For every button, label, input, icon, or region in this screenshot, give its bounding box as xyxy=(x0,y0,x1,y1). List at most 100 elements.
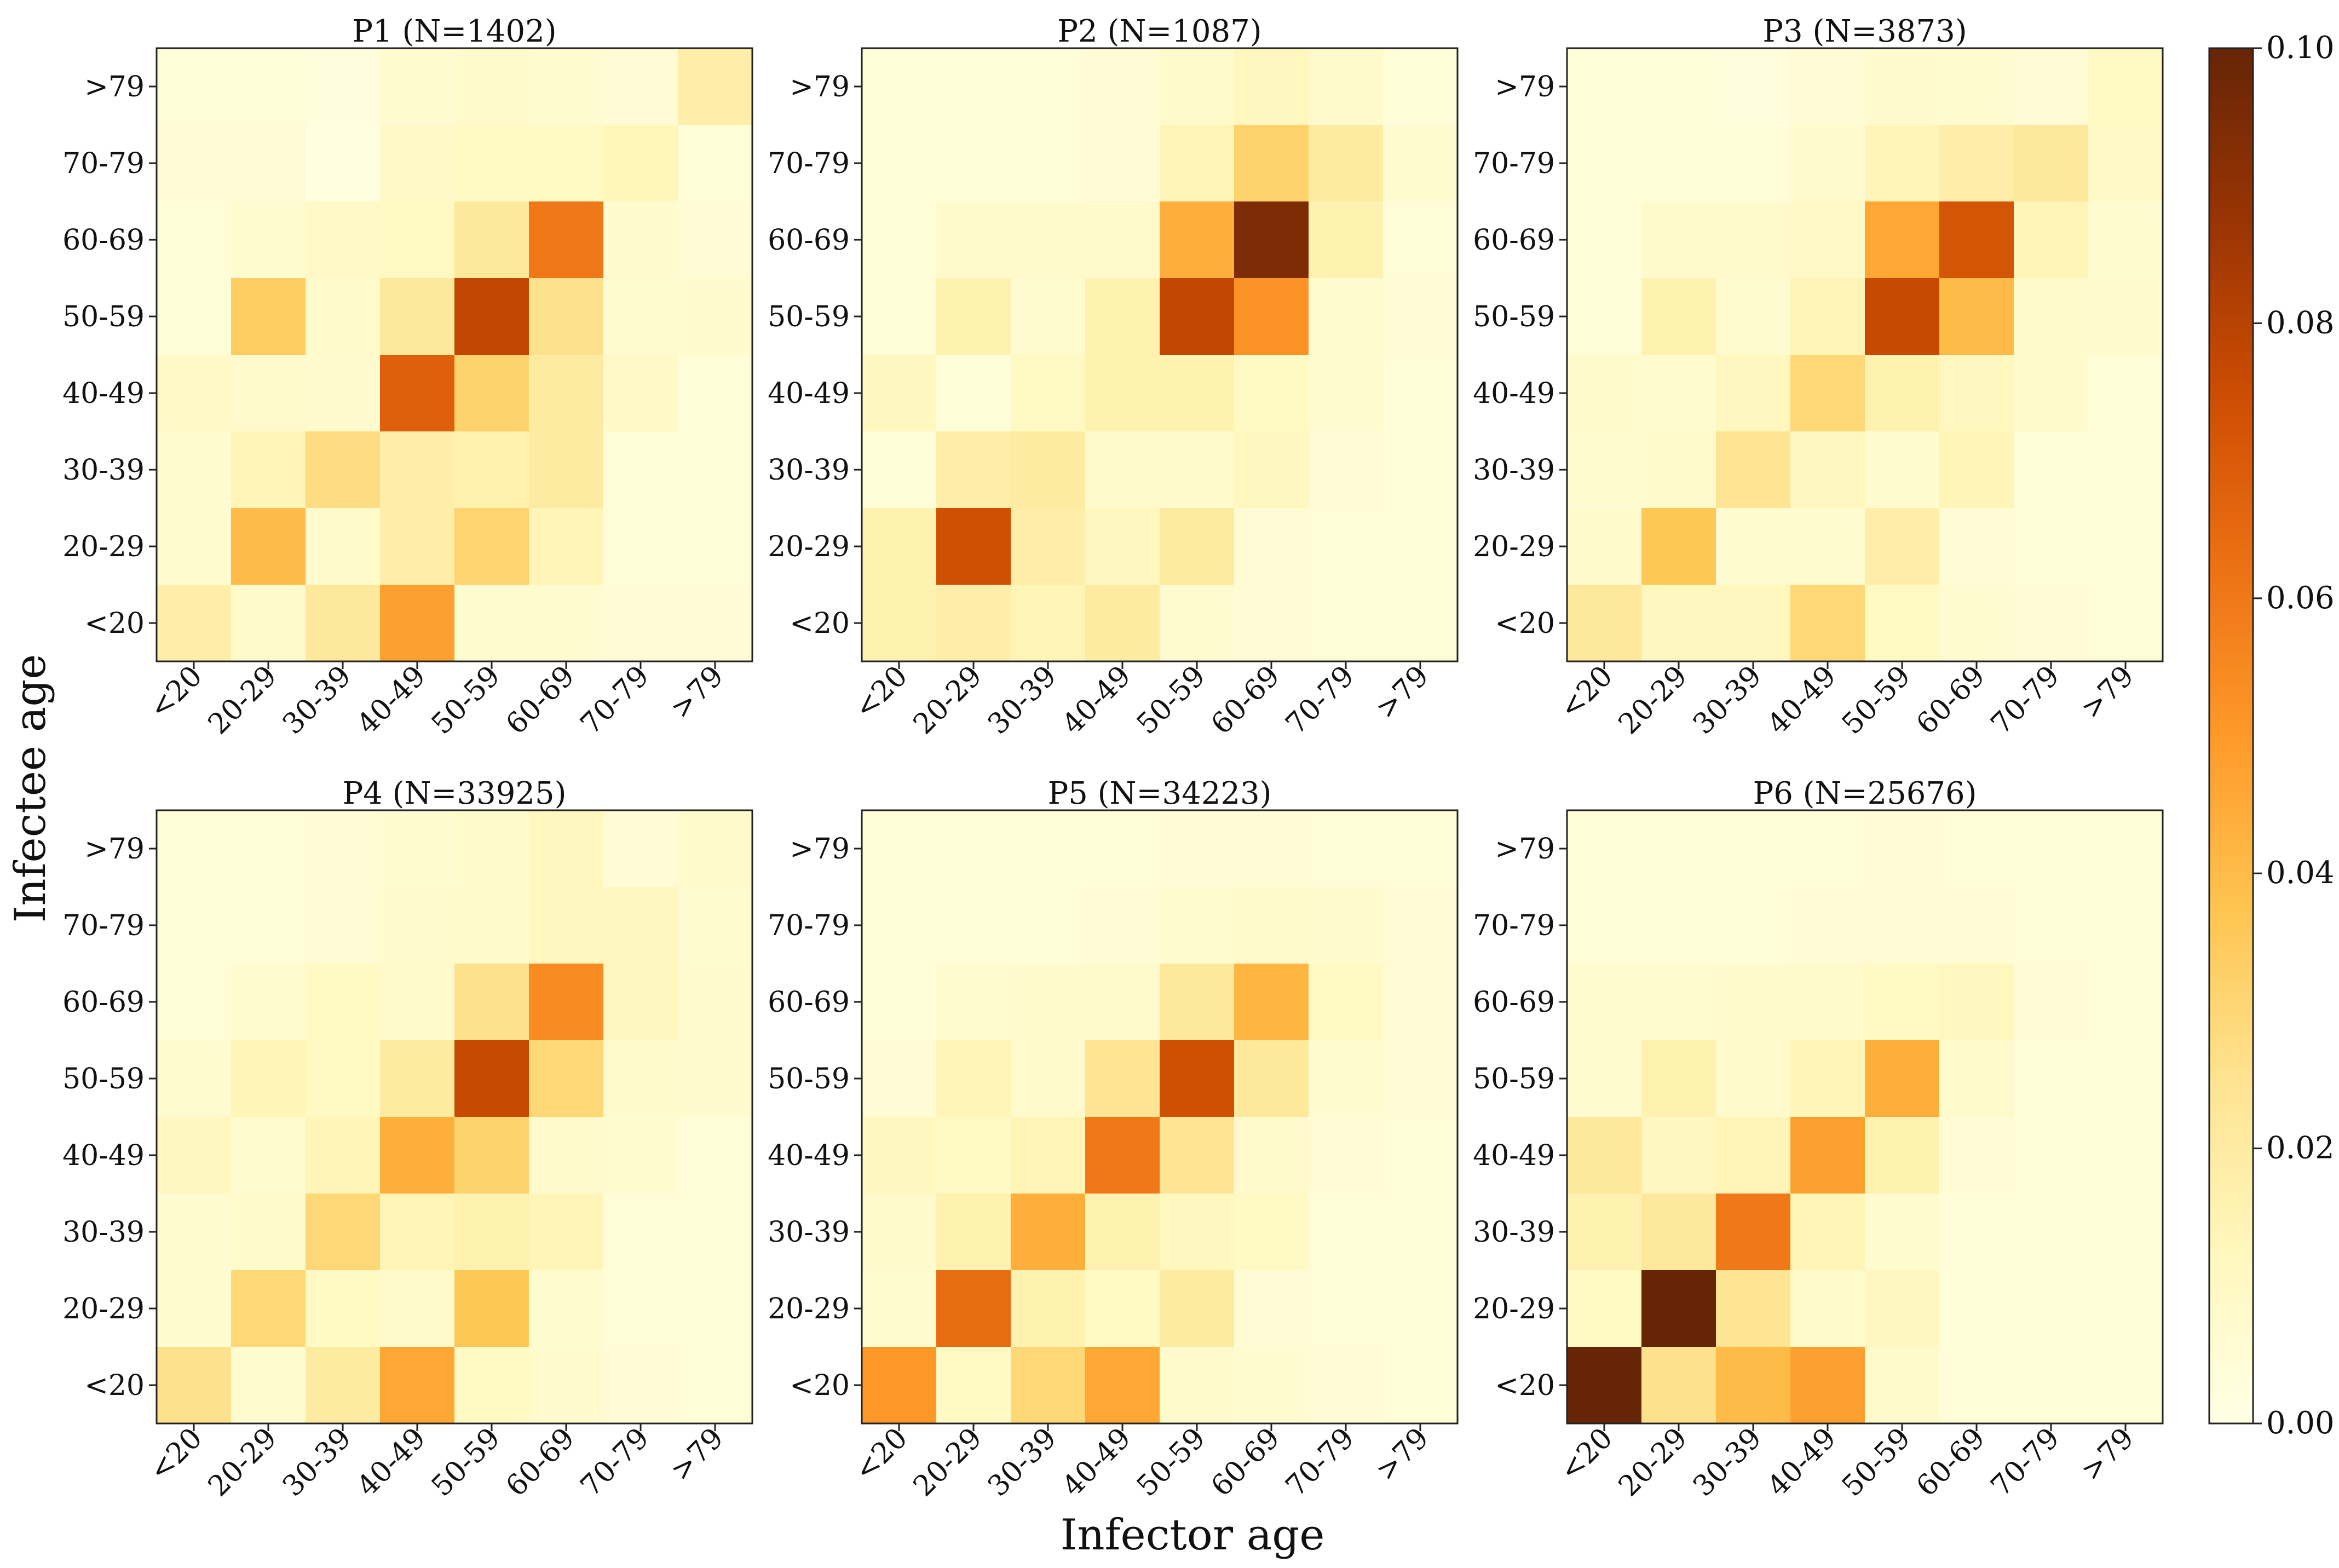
heatmap-cell xyxy=(306,810,381,887)
y-tick-label: 60-69 xyxy=(1473,986,1555,1019)
x-tick-label: <20 xyxy=(143,660,209,725)
panel-title: P6 (N=25676) xyxy=(1753,776,1977,811)
heatmap-cell xyxy=(1939,125,2014,202)
heatmap-cell xyxy=(1309,125,1384,202)
x-tick-label: 20-29 xyxy=(907,660,988,741)
heatmap-cell xyxy=(380,508,455,585)
heatmap-cell xyxy=(454,508,529,585)
heatmap-cell xyxy=(231,1270,306,1347)
y-tick-label: 50-59 xyxy=(768,301,850,333)
heatmap-cell xyxy=(2088,278,2163,355)
y-tick-label: <20 xyxy=(1495,1369,1555,1402)
heatmap-cell xyxy=(603,431,678,509)
heatmap-cell xyxy=(2088,887,2163,964)
heatmap-cell xyxy=(529,964,604,1041)
heatmap-cell xyxy=(1011,355,1086,432)
heatmap-cell xyxy=(529,887,604,964)
heatmap-cell xyxy=(862,1347,937,1424)
heatmap-cell xyxy=(380,1040,455,1117)
heatmap-cell xyxy=(529,1347,604,1424)
heatmap-cell xyxy=(1234,431,1309,509)
y-tick-label: >79 xyxy=(1495,833,1555,866)
heatmap-cell xyxy=(157,1117,232,1194)
heatmap-cell xyxy=(157,1270,232,1347)
heatmap-cell xyxy=(1790,48,1865,125)
heatmap-cell xyxy=(157,125,232,202)
heatmap-cell xyxy=(1011,1194,1086,1271)
heatmap-cell xyxy=(1383,431,1458,509)
heatmap-cell xyxy=(2088,48,2163,125)
heatmap-cell xyxy=(936,355,1011,432)
heatmap-cell xyxy=(1641,508,1716,585)
colorbar-tick-label: 0.02 xyxy=(2266,1131,2335,1166)
heatmap-cell xyxy=(678,1040,753,1117)
colorbar-tick-label: 0.06 xyxy=(2266,580,2335,616)
heatmap-cell xyxy=(1160,585,1235,662)
heatmap-cell xyxy=(603,1194,678,1271)
x-tick-label: 40-49 xyxy=(351,1422,432,1503)
heatmap-cell xyxy=(1085,1194,1160,1271)
heatmap-cell xyxy=(1383,964,1458,1041)
heatmap-cell xyxy=(862,810,937,887)
heatmap-cell xyxy=(1234,1117,1309,1194)
heatmap-cell xyxy=(2014,431,2089,509)
y-tick-label: 40-49 xyxy=(62,377,145,410)
heatmap-cell xyxy=(1085,964,1160,1041)
y-tick-label: 70-79 xyxy=(62,147,145,180)
heatmap-cell xyxy=(1011,585,1086,662)
x-tick-label: >79 xyxy=(664,1422,730,1488)
heatmap-cell xyxy=(1309,355,1384,432)
heatmap-cell xyxy=(1309,1117,1384,1194)
y-tick-label: 20-29 xyxy=(62,531,145,563)
heatmap-cell xyxy=(1567,887,1642,964)
heatmap-cell xyxy=(1234,810,1309,887)
heatmap-cell xyxy=(231,1117,306,1194)
heatmap-cell xyxy=(1085,887,1160,964)
heatmap-cell xyxy=(2014,508,2089,585)
heatmap-cell xyxy=(1383,508,1458,585)
heatmap-cell xyxy=(529,278,604,355)
heatmap-cell xyxy=(2088,585,2163,662)
heatmap-cell xyxy=(157,887,232,964)
heatmap-cell xyxy=(157,201,232,279)
y-tick-label: 60-69 xyxy=(62,224,145,257)
heatmap-cell xyxy=(1865,201,1940,279)
heatmap-cell xyxy=(1309,431,1384,509)
heatmap-cell xyxy=(2014,1347,2089,1424)
heatmap-cell xyxy=(1865,1040,1940,1117)
heatmap-cell xyxy=(529,508,604,585)
heatmap-cell xyxy=(231,1347,306,1424)
heatmap-cell xyxy=(306,508,381,585)
y-tick-label: 20-29 xyxy=(1473,531,1555,563)
x-tick-label: 70-79 xyxy=(1985,1422,2066,1503)
x-tick-label: 20-29 xyxy=(907,1422,988,1503)
heatmap-cell xyxy=(1383,1194,1458,1271)
heatmap-cell xyxy=(1011,431,1086,509)
heatmap-cell xyxy=(1716,278,1791,355)
heatmap-cell xyxy=(1567,964,1642,1041)
heatmap-cell xyxy=(2014,355,2089,432)
y-tick-label: 50-59 xyxy=(1473,301,1555,333)
heatmap-cell xyxy=(1011,1117,1086,1194)
heatmap-cell xyxy=(1383,585,1458,662)
heatmap-cell xyxy=(231,48,306,125)
heatmap-cell xyxy=(454,125,529,202)
heatmap-cell xyxy=(1641,278,1716,355)
heatmap-cell xyxy=(454,201,529,279)
heatmap-cell xyxy=(454,1347,529,1424)
heatmap-cell xyxy=(1383,201,1458,279)
y-tick-label: 50-59 xyxy=(1473,1063,1555,1096)
heatmap-cell xyxy=(2014,585,2089,662)
heatmap-cell xyxy=(1939,964,2014,1041)
heatmap-cell xyxy=(306,431,381,509)
x-tick-label: 40-49 xyxy=(351,660,432,741)
x-tick-label: >79 xyxy=(664,660,730,725)
heatmap-cell xyxy=(678,964,753,1041)
heatmap-cell xyxy=(2014,278,2089,355)
heatmap-cell xyxy=(936,278,1011,355)
heatmap-cell xyxy=(1309,508,1384,585)
heatmap-cell xyxy=(454,585,529,662)
heatmap-cell xyxy=(2088,964,2163,1041)
heatmap-cell xyxy=(1309,1270,1384,1347)
heatmap-cell xyxy=(603,48,678,125)
